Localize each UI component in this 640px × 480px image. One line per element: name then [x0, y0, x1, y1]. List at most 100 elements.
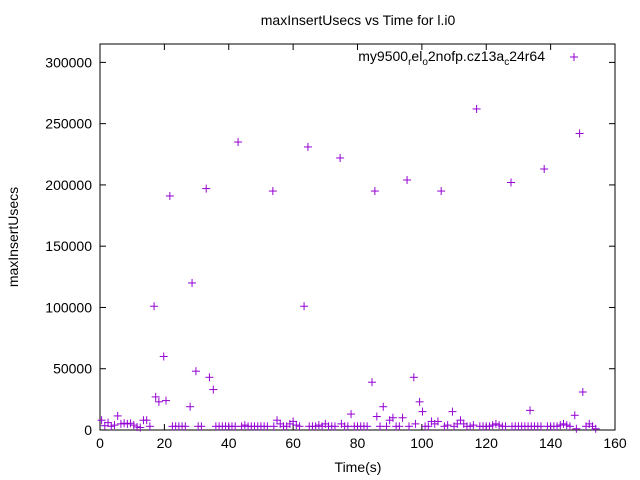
y-tick-label: 200000 — [45, 177, 92, 193]
data-point — [268, 187, 277, 196]
data-point — [578, 388, 587, 397]
data-point — [186, 402, 195, 411]
legend-subscript: o — [422, 57, 428, 68]
plot-frame — [99, 43, 616, 431]
y-tick-label: 0 — [84, 422, 92, 438]
data-point — [188, 278, 197, 287]
x-axis-label: Time(s) — [335, 459, 382, 475]
x-tick-label: 60 — [285, 435, 301, 451]
legend-text-part: el — [411, 48, 422, 64]
data-point — [289, 417, 298, 426]
data-point — [372, 412, 381, 421]
data-point — [433, 417, 442, 426]
data-point — [330, 422, 339, 431]
data-point — [181, 422, 190, 431]
data-point — [507, 178, 516, 187]
data-point — [295, 422, 304, 431]
data-point — [562, 421, 571, 430]
data-point — [113, 411, 122, 420]
data-point — [572, 424, 581, 433]
data-point — [133, 422, 142, 431]
data-point — [456, 416, 465, 425]
data-point — [300, 302, 309, 311]
data-point — [403, 176, 412, 185]
x-tick-label: 20 — [157, 435, 173, 451]
y-axis-label: maxInsertUsecs — [5, 187, 21, 287]
data-point — [209, 385, 218, 394]
data-point — [151, 392, 160, 401]
legend-subscript: c — [504, 57, 509, 68]
chart-title: maxInsertUsecs vs Time for l.i0 — [261, 12, 456, 28]
data-point — [136, 423, 145, 432]
data-point — [234, 138, 243, 147]
x-tick-label: 140 — [539, 435, 563, 451]
x-tick-label: 100 — [410, 435, 434, 451]
data-point — [202, 184, 211, 193]
data-points — [97, 104, 600, 433]
data-point — [440, 422, 449, 431]
legend-label: my9500relo2nofp.cz13ac24r64 — [358, 48, 545, 68]
data-point — [559, 419, 568, 428]
legend-marker — [570, 53, 578, 61]
data-point — [150, 302, 159, 311]
data-point — [126, 419, 135, 428]
x-tick-label: 120 — [475, 435, 499, 451]
data-point — [575, 129, 584, 138]
x-tick-label: 0 — [96, 435, 104, 451]
x-tick-label: 40 — [221, 435, 237, 451]
data-point — [165, 191, 174, 200]
data-point — [591, 424, 600, 433]
data-point — [526, 406, 535, 415]
data-point — [197, 422, 206, 431]
y-tick-label: 300000 — [45, 54, 92, 70]
data-point — [418, 407, 427, 416]
data-point — [110, 421, 119, 430]
legend-text-part: 24r64 — [509, 48, 545, 64]
data-point — [363, 422, 372, 431]
data-point — [123, 419, 132, 428]
data-point — [159, 352, 168, 361]
data-point — [469, 421, 478, 430]
data-point — [367, 378, 376, 387]
data-point — [292, 421, 301, 430]
data-point — [437, 187, 446, 196]
legend-text-part: my9500 — [358, 48, 408, 64]
data-point — [495, 421, 504, 430]
data-point — [398, 413, 407, 422]
data-point — [448, 407, 457, 416]
data-point — [491, 419, 500, 428]
data-point — [205, 373, 214, 382]
data-point — [129, 421, 138, 430]
data-point — [379, 402, 388, 411]
data-point — [570, 411, 579, 420]
data-point — [472, 104, 481, 113]
data-point — [395, 422, 404, 431]
legend-plus-icon — [570, 53, 578, 61]
data-point — [388, 413, 397, 422]
data-point — [104, 418, 113, 427]
data-point — [565, 422, 574, 431]
data-point — [382, 422, 391, 431]
x-tick-label: 80 — [350, 435, 366, 451]
data-point — [485, 422, 494, 431]
data-point — [145, 422, 154, 431]
data-point — [303, 142, 312, 151]
legend: my9500relo2nofp.cz13ac24r64 — [358, 48, 578, 68]
data-point — [240, 421, 249, 430]
data-point — [370, 187, 379, 196]
data-point — [405, 422, 413, 431]
data-point — [107, 422, 116, 431]
data-point — [161, 396, 170, 405]
data-point — [540, 164, 549, 173]
data-point — [415, 397, 424, 406]
data-point — [97, 416, 106, 425]
data-point — [466, 422, 475, 431]
axis-ticks: 0 20 40 60 80 100 120 140 160 0 50000 100000 150000 2… — [45, 44, 627, 451]
data-point — [273, 416, 282, 425]
y-tick-label: 150000 — [45, 238, 92, 254]
data-point — [154, 397, 163, 406]
data-point — [424, 422, 433, 431]
data-point — [314, 421, 323, 430]
data-point — [411, 419, 420, 428]
